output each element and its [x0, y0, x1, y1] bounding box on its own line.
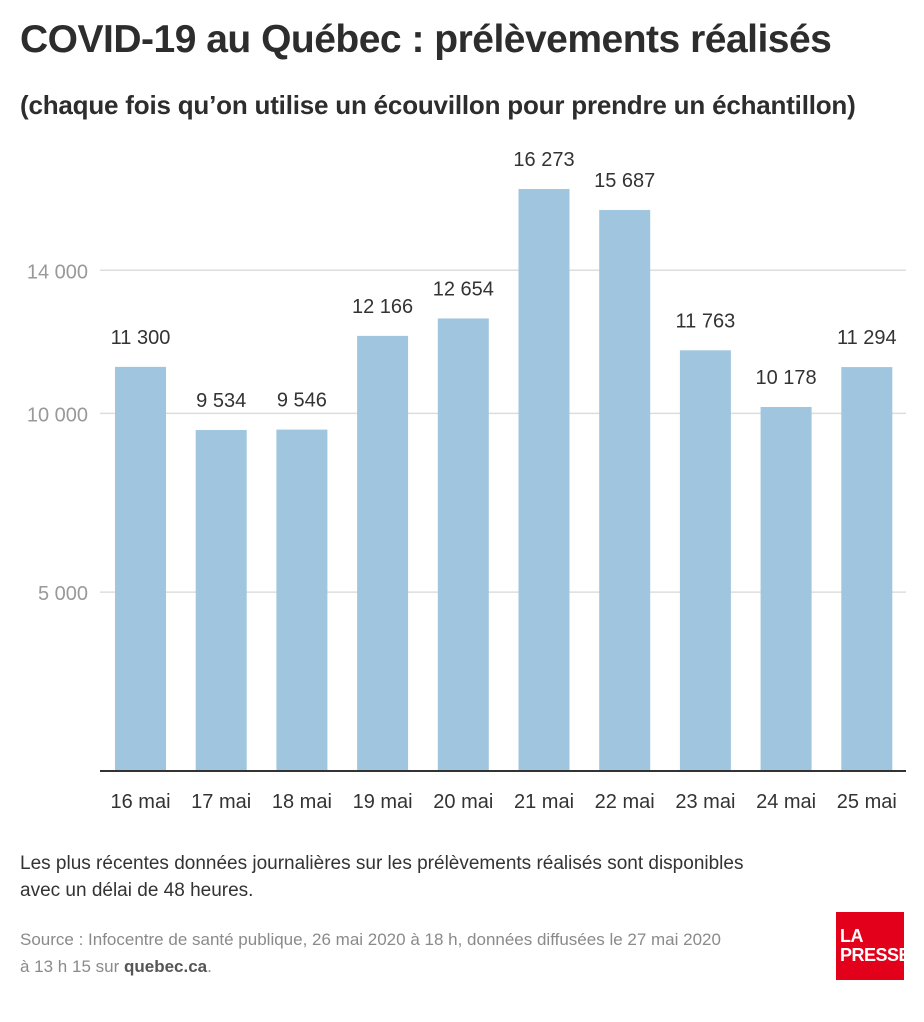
bar-value-label: 16 273	[513, 149, 574, 171]
x-axis-ticks: 16 mai 17 mai 18 mai 19 mai 20 mai 21 mai 22 m…	[110, 791, 896, 813]
x-tick-label: 22 mai	[595, 791, 655, 813]
logo-line-1: LA	[840, 926, 864, 946]
source-line-2: à 13 h 15 sur quebec.ca.	[20, 953, 820, 980]
y-tick-label: 5 000	[38, 583, 88, 605]
bar	[841, 367, 893, 771]
source-line-1: Source : Infocentre de santé publique, 2…	[20, 930, 721, 949]
x-tick-label: 23 mai	[675, 791, 735, 813]
x-tick-label: 16 mai	[110, 791, 170, 813]
bar-chart: 5 000 10 000 14 000 11 300 9 534 9 546 12 166…	[27, 149, 906, 813]
bar-value-label: 9 546	[277, 390, 327, 412]
y-axis-ticks: 5 000 10 000 14 000	[27, 261, 88, 605]
x-tick-label: 20 mai	[433, 791, 493, 813]
footnote: Les plus récentes données journalières s…	[20, 850, 840, 904]
x-tick-label: 19 mai	[353, 791, 413, 813]
footnote-line-1: Les plus récentes données journalières s…	[20, 853, 744, 874]
source-line-2-suffix: .	[207, 957, 212, 976]
chart-subtitle: (chaque fois qu’on utilise un écouvillon…	[20, 90, 856, 120]
x-tick-label: 25 mai	[837, 791, 897, 813]
bar-value-label: 11 763	[676, 310, 736, 332]
bar	[760, 406, 812, 771]
bar	[195, 430, 247, 771]
x-tick-label: 21 mai	[514, 791, 574, 813]
value-labels: 11 300 9 534 9 546 12 166 12 654 16 273 15 687…	[111, 149, 897, 412]
bar-value-label: 10 178	[756, 367, 817, 389]
bar	[115, 366, 166, 771]
bar	[276, 429, 328, 771]
bar	[357, 335, 409, 771]
bar-value-label: 12 654	[433, 278, 494, 300]
bar-value-label: 9 534	[196, 390, 246, 412]
x-tick-label: 24 mai	[756, 791, 816, 813]
y-tick-label: 10 000	[27, 404, 88, 426]
source-link[interactable]: quebec.ca	[123, 957, 208, 976]
y-tick-label: 14 000	[27, 261, 88, 283]
bar	[518, 189, 570, 771]
bar-value-label: 12 166	[352, 296, 413, 318]
bar	[437, 318, 489, 771]
bar-value-label: 11 300	[111, 327, 171, 349]
chart-title: COVID-19 au Québec : prélèvements réalis…	[20, 18, 832, 61]
source-line-2-prefix: à 13 h 15 sur	[20, 957, 124, 976]
bar	[679, 350, 731, 771]
bar-value-label: 11 294	[837, 327, 897, 349]
footnote-line-2: avec un délai de 48 heures.	[20, 880, 254, 901]
x-tick-label: 17 mai	[191, 791, 251, 813]
bar	[599, 209, 651, 772]
x-tick-label: 18 mai	[272, 791, 332, 813]
la-presse-logo: LA PRESSE	[836, 912, 911, 980]
logo-line-2: PRESSE	[840, 945, 911, 965]
source-note: Source : Infocentre de santé publique, 2…	[20, 926, 820, 980]
bar-value-label: 15 687	[594, 170, 655, 192]
bars	[115, 189, 893, 772]
